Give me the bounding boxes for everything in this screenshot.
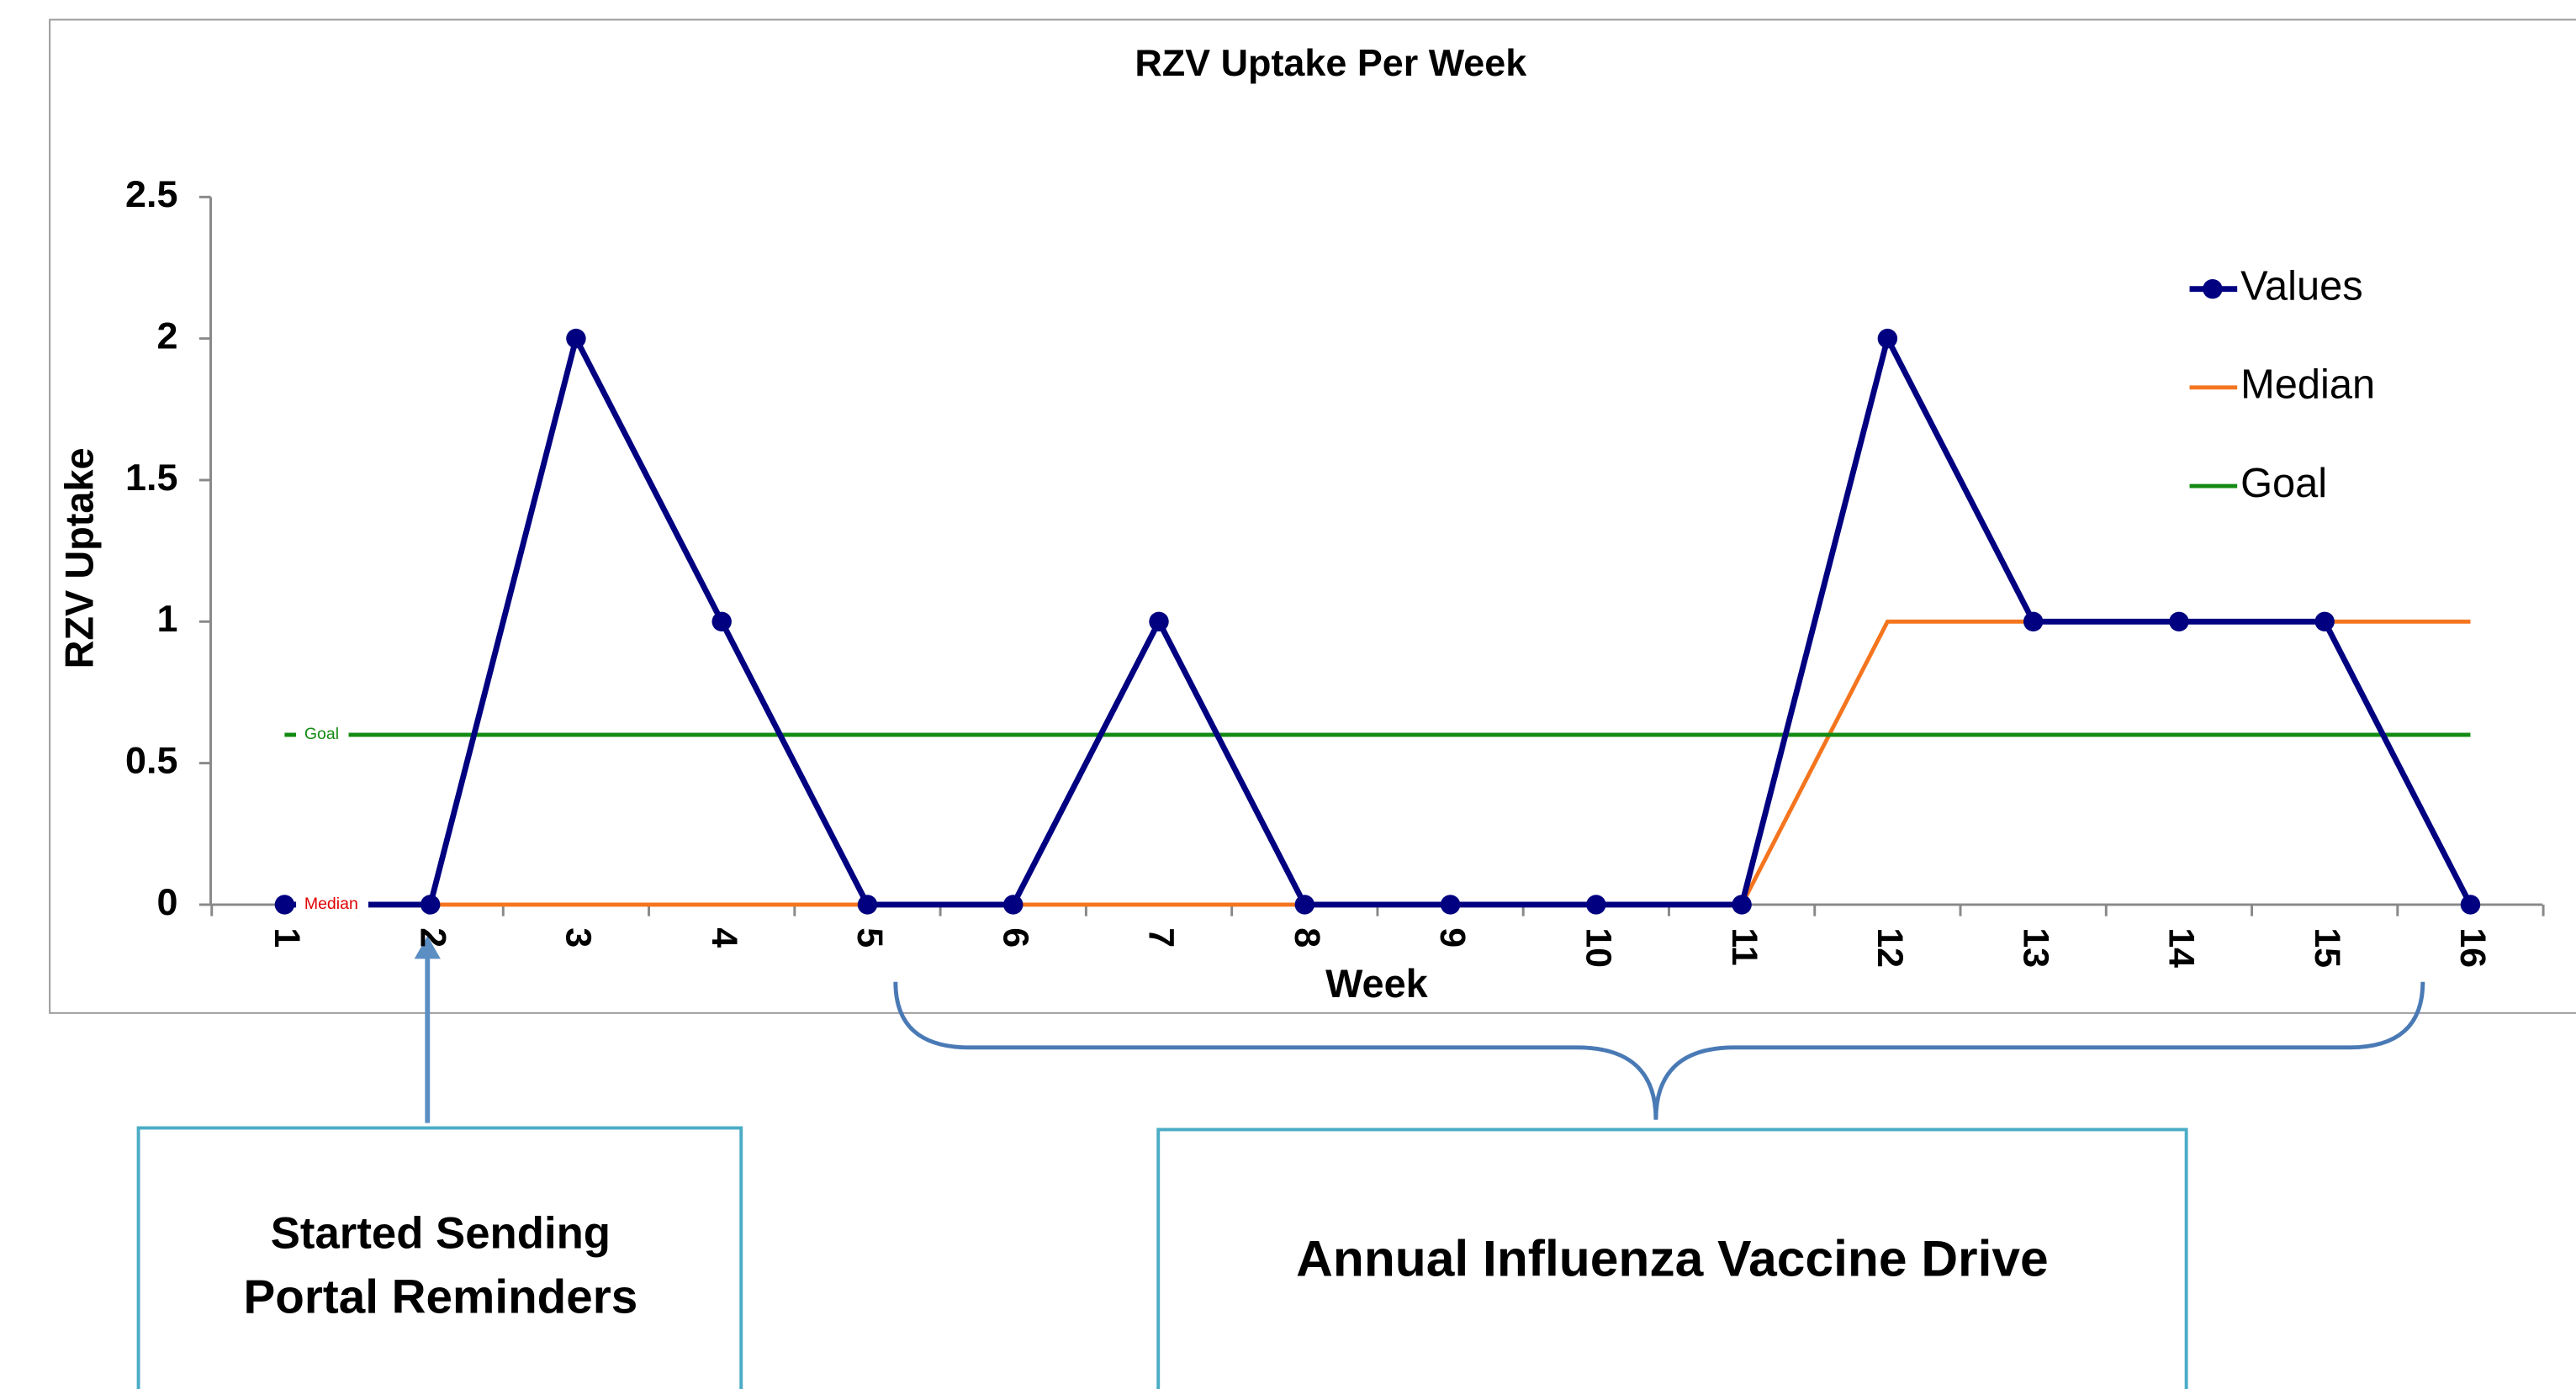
legend-label: Median [2240,362,2375,408]
data-point [857,895,878,915]
x-tick-label: 14 [2161,927,2202,968]
arrow-head [414,936,441,959]
legend-label: Goal [2240,461,2327,506]
x-tick-label: 2 [412,927,452,948]
callout-box [136,1126,743,1389]
x-tick-label: 3 [558,927,599,948]
y-tick-label: 1.5 [125,456,177,499]
x-tick-label: 11 [1724,927,1764,965]
callout-box [1156,1128,2188,1389]
legend-label: Values [2240,264,2363,309]
label-bg [296,723,349,747]
data-point [1003,895,1024,915]
x-tick-label: 6 [995,927,1035,948]
callout-text: Started Sending [271,1208,611,1258]
x-tick-label: 9 [1432,927,1473,948]
x-tick-label: 16 [2452,927,2493,968]
x-tick-label: 4 [704,927,744,948]
brace [893,981,2425,1120]
y-tick-label: 2 [156,314,177,357]
y-tick-label: 2.5 [125,172,177,215]
x-tick-label: 7 [1141,927,1182,948]
data-point [566,328,586,349]
x-tick-label: 8 [1287,927,1327,948]
callout-text: Portal Reminders [244,1270,638,1323]
data-point [1586,895,1606,915]
data-point [1440,895,1461,915]
x-tick-label: 1 [267,927,307,948]
goal-label: Goal [304,725,339,743]
label-bg [296,893,368,916]
x-tick-label: 15 [2307,927,2347,968]
data-point [2023,611,2044,632]
data-point [2314,611,2335,632]
data-point [711,611,732,632]
data-point [2460,895,2481,915]
callout-text: Annual Influenza Vaccine Drive [1296,1230,2049,1287]
data-point [1149,611,1169,632]
x-axis-label: Week [1325,962,1429,1006]
legend-marker [2203,278,2223,299]
data-point [420,895,441,915]
y-tick-label: 0 [156,880,177,923]
y-axis-label: RZV Uptake [58,447,102,668]
chart-title: RZV Uptake Per Week [1135,41,1527,84]
data-point [274,895,295,915]
y-tick-label: 0.5 [125,738,177,781]
x-tick-label: 13 [2015,927,2055,968]
median-label: Median [304,895,358,913]
data-point [2169,611,2189,632]
data-point [1877,328,1898,349]
x-tick-label: 12 [1870,927,1910,968]
data-point [1294,895,1315,915]
x-tick-label: 5 [849,927,890,948]
y-tick-label: 1 [156,597,177,640]
chart-frame [49,18,2576,1014]
data-point [1732,895,1752,915]
x-tick-label: 10 [1578,927,1618,968]
series-line [284,330,2473,908]
